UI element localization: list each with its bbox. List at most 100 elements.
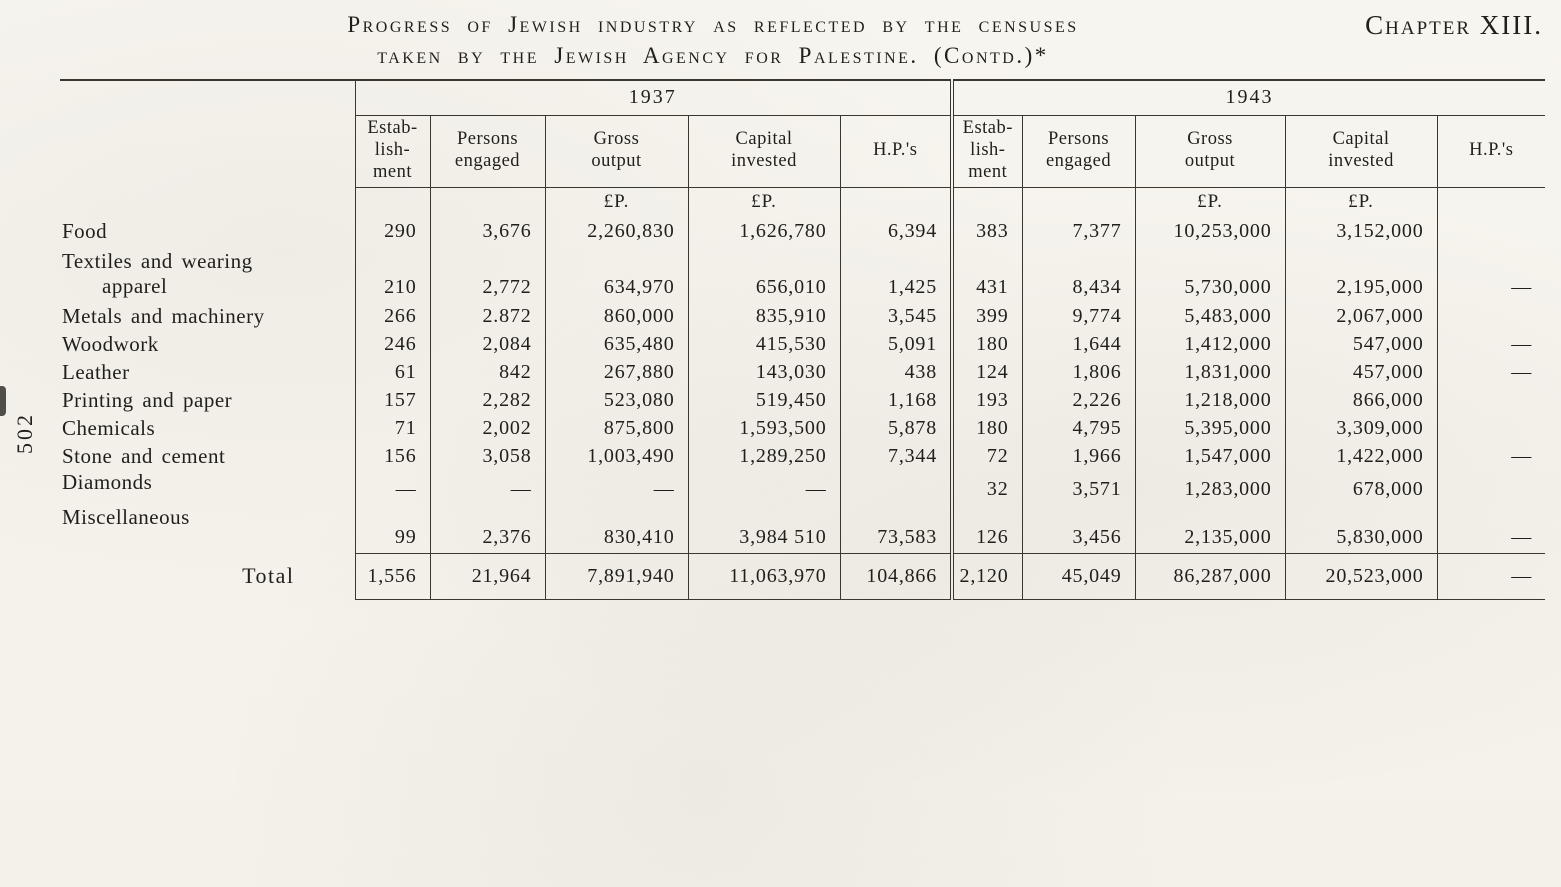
col-header-persons-1943: Persons engaged: [1021, 115, 1136, 188]
data-cell: 7,344: [839, 442, 953, 470]
data-cell: 180: [950, 330, 1023, 358]
col-header-establishment-1937: Estab- lish- ment: [354, 115, 430, 188]
data-cell: —: [354, 470, 430, 503]
year-header-1943: 1943: [950, 79, 1546, 116]
data-cell: 1,218,000: [1134, 386, 1286, 414]
total-cell: 2,120: [950, 552, 1023, 600]
data-cell: 7,377: [1021, 217, 1136, 245]
data-cell: 72: [950, 442, 1023, 470]
data-cell: 210: [354, 245, 430, 302]
data-cell: 4,795: [1021, 414, 1136, 442]
data-cell: 1,547,000: [1134, 442, 1286, 470]
total-cell: 7,891,940: [544, 552, 688, 600]
data-cell: 5,395,000: [1134, 414, 1286, 442]
data-cell: —: [1436, 330, 1546, 358]
data-cell: 1,412,000: [1134, 330, 1286, 358]
data-cell: 193: [950, 386, 1023, 414]
scan-artifact: [0, 386, 6, 416]
data-cell: 431: [950, 245, 1023, 302]
table-row-textiles: Textiles and wearing apparel 210 2,772 6…: [60, 245, 1546, 302]
data-cell: 415,530: [687, 330, 840, 358]
data-cell: 1,831,000: [1134, 358, 1286, 386]
data-cell: 8,434: [1021, 245, 1136, 302]
col-header-hp-1937: H.P.'s: [839, 115, 953, 188]
data-cell: 9,774: [1021, 302, 1136, 330]
data-cell: 2,226: [1021, 386, 1136, 414]
total-label: Total: [242, 563, 295, 588]
col-header-hp-1943: H.P.'s: [1436, 115, 1546, 188]
empty-cell: [839, 187, 953, 217]
data-cell: 3,058: [429, 442, 545, 470]
row-label: Textiles and wearing apparel: [62, 249, 253, 298]
empty-cell: [60, 187, 355, 217]
page-title-line2: taken by the Jewish Agency for Palestine…: [377, 43, 1049, 68]
data-cell: 124: [950, 358, 1023, 386]
empty-cell: [1436, 187, 1546, 217]
empty-cell: [354, 187, 430, 217]
note-item-4: 4) In the 1943 data, the number of perso…: [62, 778, 1035, 800]
data-cell: 438: [839, 358, 953, 386]
note-item-5: 5) Chemicals include edible oils.: [62, 805, 335, 827]
industry-census-table: 1937 1943 Estab- lish- ment Persons enga…: [60, 79, 1546, 600]
currency-unit: £P.: [1134, 187, 1286, 217]
data-cell: 71: [354, 414, 430, 442]
table-row-metals: Metals and machinery 266 2.872 860,000 8…: [60, 302, 1546, 330]
data-cell: 290: [354, 217, 430, 245]
data-cell: 1,806: [1021, 358, 1136, 386]
data-cell: 678,000: [1284, 470, 1438, 503]
table-row-woodwork: Woodwork 246 2,084 635,480 415,530 5,091…: [60, 330, 1546, 358]
data-cell: 1,422,000: [1284, 442, 1438, 470]
data-cell: 3,152,000: [1284, 217, 1438, 245]
data-cell: 266: [354, 302, 430, 330]
chapter-heading: Chapter XIII.: [1365, 10, 1543, 40]
data-cell: 2,084: [429, 330, 545, 358]
col-header-gross-output-1937: Gross output: [544, 115, 688, 188]
data-cell: [1436, 470, 1546, 503]
year-header-1937: 1937: [354, 79, 953, 116]
page-number: 502: [12, 412, 37, 454]
notes-section: Notes :— 1) The census includes the thre…: [62, 645, 1545, 865]
data-cell: 5,091: [839, 330, 953, 358]
corner-cell: [60, 79, 355, 115]
data-cell: —: [1436, 503, 1546, 553]
table-row-miscellaneous: Miscellaneous 99 2,376 830,410 3,984 510…: [60, 503, 1546, 553]
data-cell: —: [429, 470, 545, 503]
note-item-3: 3) Establishments have not been selected…: [62, 726, 1545, 773]
row-label: Miscellaneous: [62, 505, 190, 529]
data-cell: 180: [950, 414, 1023, 442]
data-cell: 2.872: [429, 302, 545, 330]
data-cell: 99: [354, 503, 430, 553]
data-cell: —: [687, 470, 840, 503]
table-row-total: Total 1,556 21,964 7,891,940 11,063,970 …: [60, 552, 1546, 600]
source-label: Source :: [268, 609, 348, 632]
note-item-2: 2) The census also includes laundries, p…: [62, 699, 624, 721]
data-cell: 3,676: [429, 217, 545, 245]
total-cell: 1,556: [354, 552, 430, 600]
data-cell: 5,483,000: [1134, 302, 1286, 330]
table-row-food: Food 290 3,676 2,260,830 1,626,780 6,394…: [60, 217, 1546, 245]
currency-unit: £P.: [1284, 187, 1438, 217]
data-cell: 547,000: [1284, 330, 1438, 358]
data-cell: 1,168: [839, 386, 953, 414]
col-header-persons-1937: Persons engaged: [429, 115, 545, 188]
data-cell: 5,830,000: [1284, 503, 1438, 553]
data-cell: 835,910: [687, 302, 840, 330]
data-cell: 32: [950, 470, 1023, 503]
year-header-row: 1937 1943: [60, 79, 1546, 116]
data-cell: —: [544, 470, 688, 503]
table-row-printing: Printing and paper 157 2,282 523,080 519…: [60, 386, 1546, 414]
currency-unit: £P.: [544, 187, 688, 217]
table-footnote: * All these figures are as derived from …: [106, 841, 611, 864]
data-cell: 2,260,830: [544, 217, 688, 245]
total-cell: 86,287,000: [1134, 552, 1286, 600]
empty-cell: [950, 187, 1023, 217]
data-cell: 2,376: [429, 503, 545, 553]
data-cell: 1,626,780: [687, 217, 840, 245]
data-cell: —: [1436, 358, 1546, 386]
row-label: Printing and paper: [62, 387, 233, 412]
data-cell: 3,545: [839, 302, 953, 330]
data-cell: [1436, 302, 1546, 330]
data-cell: 383: [950, 217, 1023, 245]
data-cell: 61: [354, 358, 430, 386]
page-header: Progress of Jewish industry as reflected…: [0, 0, 1561, 69]
